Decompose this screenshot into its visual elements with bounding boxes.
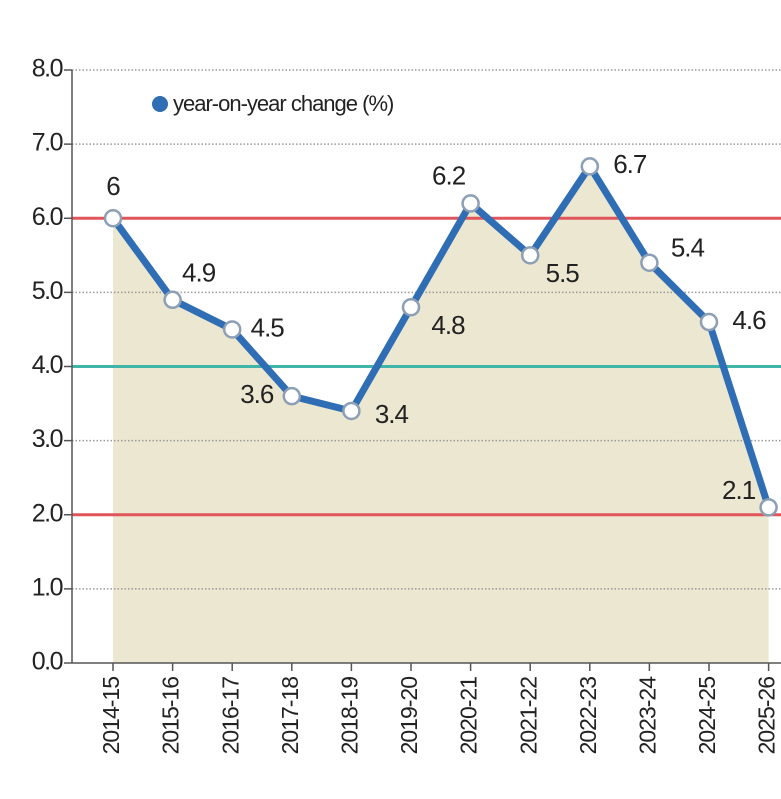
x-tick-label: 2022-23 <box>575 677 601 755</box>
data-label: 3.4 <box>375 399 409 429</box>
x-tick-label: 2016-17 <box>217 677 243 755</box>
data-label: 6.7 <box>613 149 647 179</box>
data-label: 4.8 <box>431 310 465 340</box>
x-tick-label: 2024-25 <box>694 677 720 755</box>
y-tick-label: 6.0 <box>32 203 63 231</box>
data-label: 4.5 <box>251 312 285 342</box>
area <box>113 166 769 664</box>
y-tick-label: 0.0 <box>32 648 63 676</box>
data-label: 6 <box>106 171 120 201</box>
x-tick-label: 2020-21 <box>456 677 482 755</box>
data-label: 5.4 <box>671 233 705 263</box>
x-tick-label: 2021-22 <box>515 677 541 755</box>
x-tick-label: 2015-16 <box>158 677 184 755</box>
data-label: 3.6 <box>240 379 274 409</box>
marker <box>580 157 600 176</box>
x-tick-label: 2014-15 <box>98 677 124 755</box>
marker <box>103 209 123 228</box>
marker <box>342 401 361 421</box>
y-tick-label: 4.0 <box>32 351 63 379</box>
x-tick-label: 2018-19 <box>336 677 362 755</box>
x-tick-label: 2019-20 <box>396 677 422 755</box>
legend-swatch <box>152 96 168 112</box>
x-tick-label: 2023-24 <box>634 676 660 755</box>
y-tick-label: 8.0 <box>32 55 63 83</box>
marker <box>401 297 421 317</box>
y-tick-label: 7.0 <box>32 129 63 157</box>
line <box>110 162 772 509</box>
marker <box>163 290 182 310</box>
data-label: 6.2 <box>432 160 466 190</box>
marker <box>699 312 719 332</box>
legend-label: year-on-year change (%) <box>173 91 393 116</box>
marker <box>640 253 659 272</box>
data-label: 4.6 <box>732 305 766 335</box>
x-tick-label: 2025-26 <box>754 677 780 755</box>
data-label: 4.9 <box>182 258 216 288</box>
marker <box>282 386 302 406</box>
data-label: 5.5 <box>546 258 580 288</box>
data-label: 2.1 <box>722 475 756 505</box>
marker <box>759 498 778 517</box>
y-tick-label: 3.0 <box>32 425 63 453</box>
marker <box>222 320 242 339</box>
y-tick-label: 2.0 <box>32 499 63 527</box>
y-tick-label: 5.0 <box>32 277 63 305</box>
marker <box>461 194 480 213</box>
y-tick-label: 1.0 <box>32 573 63 601</box>
x-tick-label: 2017-18 <box>277 677 303 755</box>
marker <box>520 246 540 265</box>
